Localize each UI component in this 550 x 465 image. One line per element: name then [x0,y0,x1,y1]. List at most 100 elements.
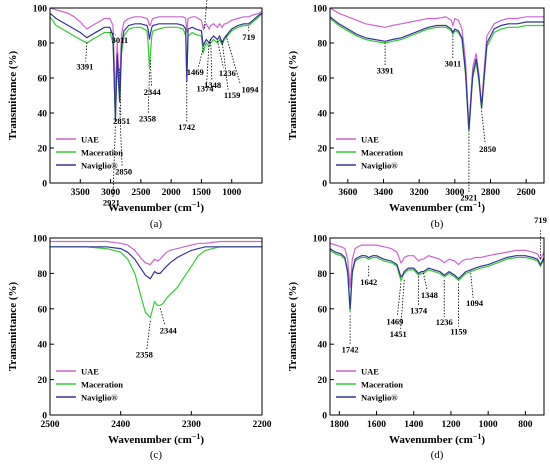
legend-entry: Naviglio® [81,393,118,403]
series-line-1 [330,242,544,288]
series-line-1 [50,8,262,96]
legend-entry: UAE [81,135,99,145]
chart-panel-3: 2358 2344 2500 2400 2300 2200 0 20 40 60 80 100 Wave… [7,235,272,462]
x-tick-label: 3500 [71,188,90,198]
chart-panel-1: 3391301129212851285023582344174214691451… [7,0,263,230]
x-tick-label: 2400 [111,420,130,430]
x-tick-label: 1000 [479,420,498,430]
x-tick-label: 800 [518,420,533,430]
annotation-label: 1374 [197,84,215,94]
x-tick-label: 3400 [374,188,393,198]
y-axis-label: Transmittance (%) [7,282,19,372]
series-line-2 [50,246,262,319]
series-line-3 [330,16,544,131]
panel-label: (c) [150,449,163,461]
y-tick-label: 20 [318,376,328,386]
x-tick-label: 2500 [131,188,150,198]
y-tick-label: 20 [318,145,328,155]
annotation-label: 1348 [204,80,221,90]
annotation-label: 1469 [386,316,403,326]
annotation-label: 3011 [112,35,129,45]
x-tick-label: 3200 [410,188,429,198]
annotation-leader [85,42,88,62]
y-tick-label: 0 [322,412,327,422]
annotation-label: 1236 [436,317,453,327]
plot-area [50,8,262,122]
plot-area [50,240,262,319]
x-tick-label: 2200 [253,420,272,430]
legend-entry: Naviglio® [361,393,398,403]
y-axis-label: Transmittance (%) [287,51,299,141]
y-tick-label: 0 [42,180,47,190]
annotation-label: 1469 [187,67,204,77]
y-tick-label: 40 [38,110,48,120]
x-tick-label: 1500 [192,188,211,198]
y-tick-label: 20 [38,145,48,155]
annotation-label: 2344 [144,87,162,97]
series-line-3 [330,248,544,309]
annotation-leader [221,40,229,90]
annotation-label: 1236 [219,68,236,78]
plot-area [330,242,544,313]
y-tick-label: 80 [318,40,328,50]
series-line-2 [330,249,544,313]
y-tick-label: 80 [38,40,48,50]
y-tick-label: 60 [318,305,328,315]
series-line-1 [330,8,544,128]
x-axis-label: Wavenumber (cm−1) [108,432,204,446]
annotation-leader [423,272,428,290]
x-tick-label: 2600 [517,188,536,198]
legend-entry: Maceration [361,148,403,158]
annotation-label: 1159 [224,90,241,100]
y-tick-label: 60 [38,75,48,85]
y-tick-label: 100 [313,235,328,245]
annotation-leader [400,279,405,329]
annotation-label: 3391 [76,62,93,72]
annotation-leader [203,0,208,29]
annotation-label: 1094 [242,85,260,95]
y-axis-label: Transmittance (%) [7,51,19,141]
plot-frame [329,237,545,416]
y-tick-label: 40 [38,341,48,351]
annotation-leader [109,31,117,36]
annotation-label: 1159 [450,326,467,336]
annotation-leader [149,59,152,88]
y-tick-label: 60 [38,305,48,315]
legend-entry: Maceration [361,380,403,390]
x-axis-label: Wavenumber (cm−1) [389,432,485,446]
y-tick-label: 60 [318,75,328,85]
y-tick-label: 100 [33,235,48,245]
x-tick-label: 1600 [367,420,386,430]
annotation-label: 2851 [113,116,130,126]
annotation-label: 2344 [160,325,178,335]
y-tick-label: 80 [318,270,328,280]
annotation-label: 2921 [460,193,477,203]
series-line-2 [50,12,262,121]
panel-label: (b) [431,218,444,230]
y-tick-label: 100 [33,5,48,15]
x-tick-label: 1200 [441,420,460,430]
annotation-label: 1451 [390,329,407,339]
x-tick-label: 1400 [404,420,423,430]
y-tick-label: 100 [313,5,328,15]
annotation-leader [481,110,486,144]
series-line-2 [330,18,544,133]
x-tick-label: 1800 [330,420,349,430]
x-tick-label: 3000 [445,188,464,198]
legend-entry: Naviglio® [81,161,118,171]
annotation-leader [225,35,241,85]
panel-label: (a) [150,218,163,230]
y-tick-label: 40 [318,341,328,351]
annotation-label: 2358 [139,113,156,123]
x-tick-label: 2800 [481,188,500,198]
annotation-label: 719 [534,215,547,225]
legend-entry: Maceration [81,148,123,158]
annotation-label: 2850 [479,144,496,154]
legend-entry: Naviglio® [361,161,398,171]
y-tick-label: 0 [42,412,47,422]
panel-label: (d) [431,449,444,461]
x-tick-label: 3000 [101,188,120,198]
series-line-1 [50,240,262,266]
plot-frame [49,7,263,184]
